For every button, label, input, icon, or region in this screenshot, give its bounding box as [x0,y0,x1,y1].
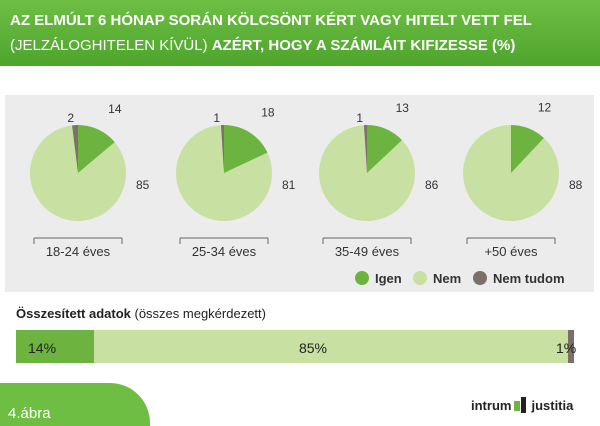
bar-label-1: 14% [28,340,57,356]
pie-panel: 14 85 2 18-24 éves 18 81 1 25-34 éves 13 86 1 35-49… [5,95,594,292]
legend-nem-label: Nem [433,271,462,286]
pie-2: 18 81 1 25-34 éves [176,106,296,259]
figure-label: 4.ábra [8,405,51,422]
pie-label-nem: 88 [569,178,583,192]
title-banner: AZ ELMÚLT 6 HÓNAP SORÁN KÖLCSÖNT KÉRT VA… [0,0,600,66]
legend-nem-tudom: Nem tudom [473,271,565,286]
pie-slice-nem-tudom [220,125,224,173]
pie-label-igen: 13 [396,101,410,115]
pie-slice-nem [463,125,560,221]
intrum-justitia-logo: intrum justitia [471,397,573,413]
pie-label-nem-tudom: 1 [213,111,220,125]
legend-igen: Igen [355,271,402,286]
pie-label-igen: 14 [108,102,122,116]
pie-slice-nem-tudom [72,125,78,173]
pie-4: 12 88 +50 éves [463,100,583,259]
summary-bar [16,330,575,363]
pie-slice-nem [176,125,273,221]
logo-mark-icon [514,397,527,413]
pie-label-nem-tudom: 1 [356,111,363,125]
bar-segment-1 [16,330,95,363]
bar-label-2: 85% [298,340,328,356]
age-group-label: 18-24 éves [46,244,111,259]
logo-right-text: justitia [531,398,574,413]
pie-charts: 14 85 2 18-24 éves 18 81 1 25-34 éves 13 86 1 35-49… [29,100,583,259]
title-line-2-normal: (JELZÁLOGHITELEN KÍVÜL) [10,37,212,54]
legend-nem-tudom-label: Nem tudom [493,271,565,286]
title-line-1: AZ ELMÚLT 6 HÓNAP SORÁN KÖLCSÖNT KÉRT VA… [10,12,532,29]
age-group-label: +50 éves [484,244,538,259]
title-line-2-bold: AZÉRT, HOGY A SZÁMLÁIT KIFIZESSE (%) [211,37,516,54]
pie-slice-igen [511,125,544,173]
summary-title-bold: Összesített adatok [16,306,131,321]
pie-label-nem: 85 [136,178,150,192]
age-group-label: 25-34 éves [192,244,257,259]
logo-left-text: intrum [471,398,512,413]
age-group-label: 35-49 éves [335,244,400,259]
pie-1: 14 85 2 18-24 éves [29,102,150,259]
legend-igen-label: Igen [375,271,402,286]
legend-nem-swatch [413,271,427,285]
pie-label-igen: 18 [261,106,275,120]
legend-nem-tudom-swatch [473,271,487,285]
pie-label-nem: 86 [425,178,439,192]
legend-nem: Nem [413,271,461,286]
pie-slice-igen [367,125,402,173]
pie-slice-igen [224,125,268,173]
pie-slice-igen [78,125,115,173]
pie-slice-nem [29,125,126,221]
title-line-2: (JELZÁLOGHITELEN KÍVÜL) AZÉRT, HOGY A SZ… [10,37,515,54]
summary-title-rest: (összes megkérdezett) [130,306,266,321]
pie-label-nem-tudom: 2 [67,111,74,125]
bar-segment-3 [568,330,575,363]
bar-segment-2 [94,330,569,363]
summary-title: Összesített adatok (összes megkérdezett) [16,306,266,321]
legend-igen-swatch [355,271,369,285]
figure-tab: 4.ábra [0,383,150,426]
pie-3: 13 86 1 35-49 éves [319,101,439,259]
pie-label-nem: 81 [282,178,296,192]
pie-slice-nem [319,125,415,221]
pie-label-igen: 12 [538,100,552,114]
pie-slice-nem-tudom [363,125,367,173]
bar-label-3: 1% [556,340,577,356]
